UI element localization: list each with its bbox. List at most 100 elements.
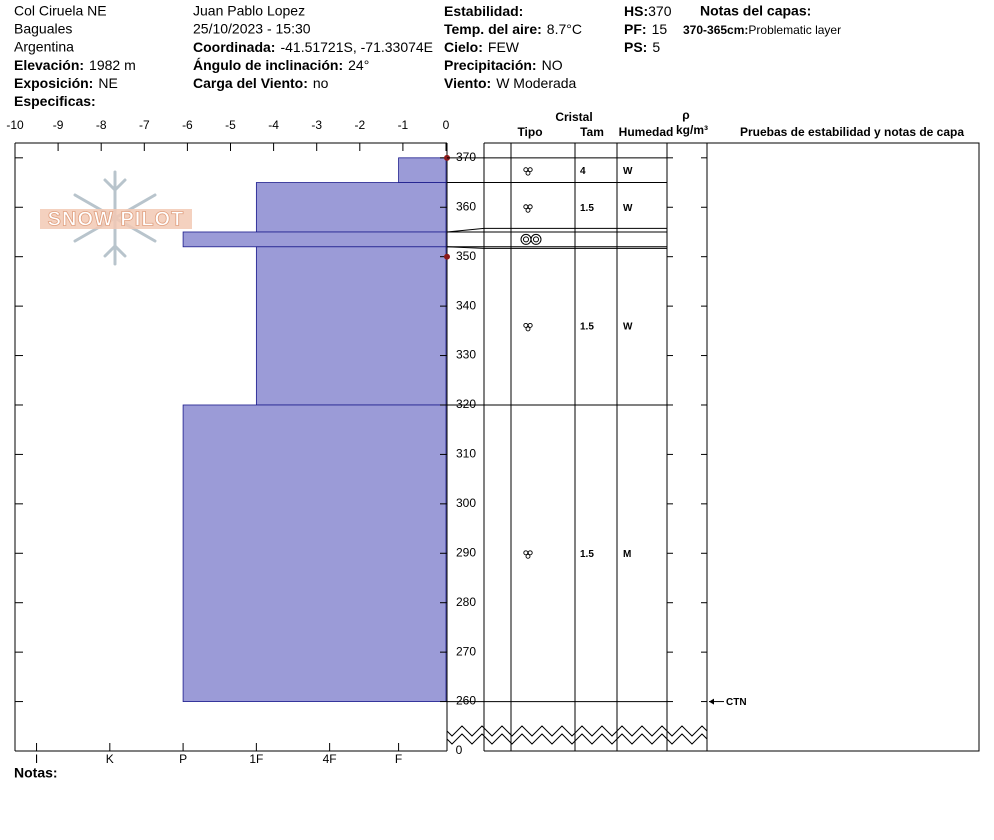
field-label: Coordinada: xyxy=(193,39,275,55)
field-value: NO xyxy=(542,57,563,73)
crystal-glyph xyxy=(525,326,531,332)
y-tick-label: 300 xyxy=(456,496,476,510)
crystal-glyph xyxy=(523,236,529,243)
header-field: Carga del Viento: no xyxy=(193,75,329,91)
header-field: Cielo: FEW xyxy=(444,39,520,55)
header-field: Elevación: 1982 m xyxy=(14,57,136,73)
hardness-bar xyxy=(398,157,447,183)
header-text: Argentina xyxy=(14,39,74,55)
crystal-glyph xyxy=(525,170,531,176)
y-tick-label: 290 xyxy=(456,545,476,559)
crystal-size: 1.5 xyxy=(580,549,594,560)
tests-column xyxy=(706,142,980,752)
size-header: Tam xyxy=(580,125,604,139)
x-tick-label: -9 xyxy=(53,118,64,132)
moisture-header: Humedad xyxy=(619,125,674,139)
x-tick-label: -1 xyxy=(398,118,409,132)
crystal-glyph xyxy=(525,207,531,213)
field-value: -41.51721S, -71.33074E xyxy=(280,39,433,55)
field-label: Elevación: xyxy=(14,57,84,73)
crystal-glyph xyxy=(520,233,532,245)
hardness-label: I xyxy=(35,752,38,766)
header-field: HS:370 xyxy=(624,3,672,19)
crystal-size: 1.5 xyxy=(580,203,594,214)
footer-notes: Notas: xyxy=(14,765,58,781)
hardness-bar xyxy=(182,231,447,248)
x-tick-label: -2 xyxy=(354,118,365,132)
test-arrowhead xyxy=(709,698,714,705)
test-label: CTN xyxy=(726,697,747,708)
crystal-size: 4 xyxy=(580,166,586,177)
y-tick-label: 360 xyxy=(456,199,476,213)
logo-text: SNOW PILOT xyxy=(48,208,185,230)
moisture: W xyxy=(623,203,633,214)
field-value: 5 xyxy=(652,39,660,55)
field-label: Precipitación: xyxy=(444,57,537,73)
x-tick-label: -8 xyxy=(96,118,107,132)
field-value: NE xyxy=(98,75,117,91)
field-label: Viento: xyxy=(444,75,491,91)
crystal-size: 1.5 xyxy=(580,322,594,333)
note-text: Problematic layer xyxy=(748,23,841,37)
header-field: Precipitación: NO xyxy=(444,57,563,73)
field-value: W Moderada xyxy=(496,75,576,91)
type-header: Tipo xyxy=(517,125,542,139)
field-value: FEW xyxy=(488,39,520,55)
moisture: W xyxy=(623,166,633,177)
crystal-header: Cristal xyxy=(555,110,592,124)
field-label: Temp. del aire: xyxy=(444,21,542,37)
tests-header: Pruebas de estabilidad y notas de capa xyxy=(740,125,964,139)
break-line xyxy=(446,733,708,745)
field-label: HS: xyxy=(624,3,648,19)
header-field: PS: 5 xyxy=(624,39,660,55)
hardness-bar xyxy=(255,182,447,233)
crystal-glyph xyxy=(530,233,542,245)
header-text: Juan Pablo Lopez xyxy=(193,3,305,19)
row-connector xyxy=(446,227,485,233)
crystal-glyph xyxy=(525,553,531,559)
y-tick-label: 330 xyxy=(456,348,476,362)
header-field: Ángulo de inclinación: 24° xyxy=(193,57,369,73)
field-value: 8.7°C xyxy=(547,21,582,37)
x-tick-label: -5 xyxy=(225,118,236,132)
note-label: 370-365cm: xyxy=(683,23,748,37)
field-value: 24° xyxy=(348,57,369,73)
hardness-bar xyxy=(255,246,447,406)
field-value: no xyxy=(313,75,329,91)
header-text: Baguales xyxy=(14,21,72,37)
field-label: Cielo: xyxy=(444,39,483,55)
y-tick-label: 280 xyxy=(456,595,476,609)
field-label: PF: xyxy=(624,21,647,37)
hardness-label: 1F xyxy=(249,752,263,766)
header-field: Estabilidad: xyxy=(444,3,523,19)
logo-band xyxy=(40,209,192,229)
crystal-glyph xyxy=(527,204,533,210)
break-line xyxy=(446,725,708,737)
x-tick-label: 0 xyxy=(443,118,450,132)
hardness-label: F xyxy=(395,752,402,766)
moisture: W xyxy=(623,322,633,333)
header-field: Exposición: NE xyxy=(14,75,118,91)
marker xyxy=(444,253,450,260)
layer-note: 370-365cm:Problematic layer xyxy=(683,23,841,37)
crystal-glyph xyxy=(527,167,533,173)
ground-label: 0 xyxy=(456,743,463,757)
crystal-glyph xyxy=(527,550,533,556)
header-field: Temp. del aire: 8.7°C xyxy=(444,21,582,37)
y-tick-label: 260 xyxy=(456,694,476,708)
field-label: Carga del Viento: xyxy=(193,75,308,91)
field-label: Estabilidad: xyxy=(444,3,523,19)
x-tick-label: -4 xyxy=(268,118,279,132)
field-value: 15 xyxy=(652,21,668,37)
header-text: 25/10/2023 - 15:30 xyxy=(193,21,311,37)
y-tick-label: 340 xyxy=(456,298,476,312)
field-label: Exposición: xyxy=(14,75,93,91)
field-label: PS: xyxy=(624,39,647,55)
header-field: Viento: W Moderada xyxy=(444,75,577,91)
y-tick-label: 370 xyxy=(456,150,476,164)
header-field: PF: 15 xyxy=(624,21,667,37)
x-tick-label: -7 xyxy=(139,118,150,132)
y-tick-label: 320 xyxy=(456,397,476,411)
hardness-label: K xyxy=(106,752,114,766)
field-label: Especificas: xyxy=(14,93,96,109)
